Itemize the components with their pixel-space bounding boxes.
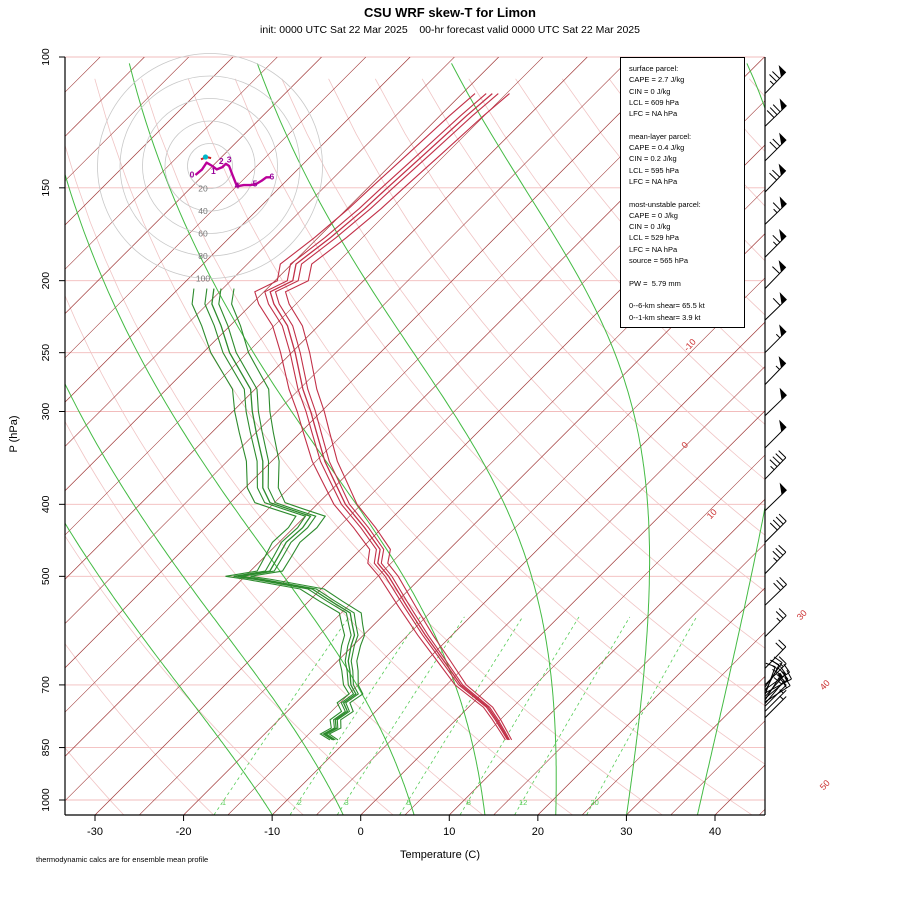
svg-text:5: 5 (407, 798, 411, 807)
svg-text:150: 150 (40, 179, 52, 197)
parcel-box-line: 0--1-km shear= 3.9 kt (629, 312, 701, 322)
temperature-profile (254, 93, 513, 741)
svg-text:-10: -10 (682, 337, 698, 353)
svg-text:500: 500 (40, 567, 52, 585)
svg-text:1: 1 (222, 798, 226, 807)
svg-text:60: 60 (198, 229, 208, 239)
parcel-box-line: surface parcel: (629, 64, 679, 73)
parcel-box-line: CAPE = 0 J/kg (629, 210, 678, 220)
moist-adiabats (65, 63, 765, 815)
svg-text:1000: 1000 (40, 788, 52, 812)
parcel-box-line: mean-layer parcel: (629, 131, 692, 141)
svg-text:40: 40 (818, 678, 832, 692)
hodograph: 20 40 60 80 100 0 12 3 4 5 6 (97, 53, 323, 284)
svg-text:8: 8 (467, 798, 471, 807)
dewpoint-profile (191, 288, 366, 741)
svg-text:20: 20 (591, 798, 599, 807)
svg-text:850: 850 (40, 739, 52, 757)
parcel-box-line: LCL = 595 hPa (629, 165, 679, 175)
svg-text:2: 2 (298, 798, 302, 807)
svg-text:-30: -30 (87, 826, 103, 838)
svg-text:3: 3 (345, 798, 349, 807)
parcel-box-line: LFC = NA hPa (629, 244, 678, 254)
svg-text:0: 0 (679, 440, 690, 450)
svg-text:100: 100 (196, 274, 210, 284)
mixing-ratio-lines (213, 616, 697, 815)
svg-text:40: 40 (198, 206, 208, 216)
svg-text:250: 250 (40, 344, 52, 362)
parcel-box-line: most-unstable parcel: (629, 199, 701, 209)
svg-text:20: 20 (532, 826, 544, 838)
parcel-box-line: 0--6-km shear= 65.5 kt (629, 301, 705, 311)
svg-text:700: 700 (40, 676, 52, 694)
parcel-box-line (629, 266, 740, 277)
svg-text:0: 0 (358, 826, 364, 838)
mixing-ratio-labels: 1 2 3 5 8 12 20 (222, 798, 599, 807)
svg-text:400: 400 (40, 495, 52, 513)
parcel-box-line (629, 289, 740, 300)
svg-text:10: 10 (705, 507, 719, 521)
svg-text:100: 100 (40, 48, 52, 66)
parcel-box-line: source = 565 hPa (629, 256, 689, 266)
parcel-box-line: CAPE = 0.4 J/kg (629, 143, 685, 153)
chart-title: CSU WRF skew-T for Limon (364, 5, 536, 20)
svg-text:6: 6 (270, 172, 275, 182)
svg-text:1: 1 (211, 166, 216, 176)
parcel-box-line: LFC = NA hPa (629, 176, 678, 186)
svg-text:30: 30 (795, 608, 809, 622)
pressure-axis-label: P (hPa) (8, 415, 20, 453)
parcel-box-line: CIN = 0 J/kg (629, 86, 671, 96)
parcel-box-line: CAPE = 2.7 J/kg (629, 75, 685, 85)
svg-text:3: 3 (227, 155, 232, 165)
storm-motion-dot (202, 154, 209, 160)
svg-text:300: 300 (40, 403, 52, 421)
svg-text:12: 12 (519, 798, 527, 807)
wind-barbs (764, 57, 792, 815)
svg-text:4: 4 (235, 181, 240, 191)
parcel-box-line (629, 119, 740, 130)
svg-text:-10: -10 (264, 826, 280, 838)
chart-subtitle: init: 0000 UTC Sat 22 Mar 2025 00-hr for… (260, 24, 640, 36)
svg-text:50: 50 (818, 778, 832, 792)
isotherms (65, 57, 765, 815)
parcel-box-line: CIN = 0.2 J/kg (629, 154, 677, 164)
footnote: thermodynamic calcs are for ensemble mea… (36, 855, 209, 864)
parcel-box-line (629, 187, 740, 198)
svg-text:5: 5 (253, 178, 258, 188)
svg-text:2: 2 (219, 156, 224, 166)
parcel-box-line: CIN = 0 J/kg (629, 222, 671, 232)
parcel-box-line: PW = 5.79 mm (629, 278, 681, 288)
isotherm-labels: -10 0 10 30 40 50 (679, 337, 831, 792)
svg-text:-20: -20 (176, 826, 192, 838)
svg-text:200: 200 (40, 272, 52, 290)
temperature-axis-label: Temperature (C) (399, 849, 481, 861)
parcel-box-line: LCL = 609 hPa (629, 97, 679, 107)
svg-text:80: 80 (198, 251, 208, 261)
svg-text:0: 0 (190, 169, 195, 179)
parcel-info-box: surface parcel: CAPE = 2.7 J/kg CIN = 0 J/… (620, 57, 745, 328)
svg-text:20: 20 (198, 184, 208, 194)
svg-text:10: 10 (443, 826, 455, 838)
parcel-box-line: LFC = NA hPa (629, 109, 678, 119)
svg-text:30: 30 (620, 826, 632, 838)
svg-text:40: 40 (709, 826, 721, 838)
parcel-box-line: LCL = 529 hPa (629, 233, 679, 243)
